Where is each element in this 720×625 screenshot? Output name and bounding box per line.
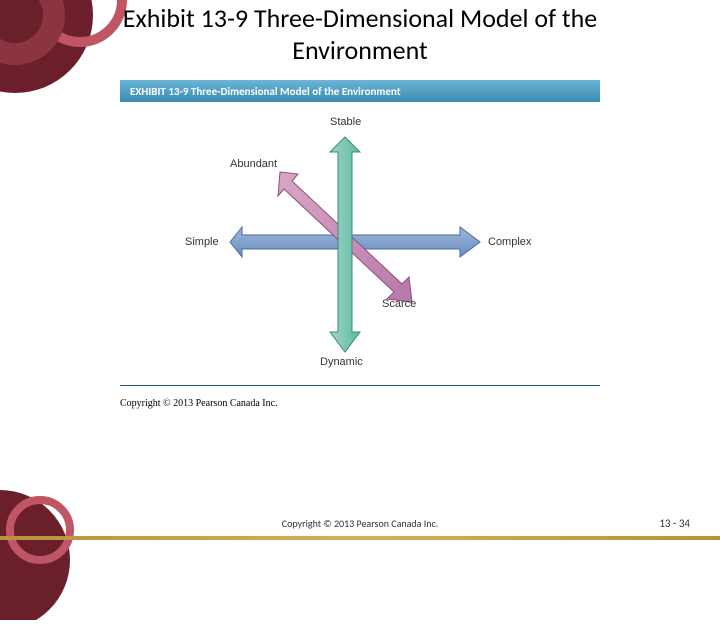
diagram-container: Stable Dynamic Simple Complex Abundant S… bbox=[120, 102, 600, 382]
label-simple: Simple bbox=[185, 236, 219, 248]
slide-footer: Copyright © 2013 Pearson Canada Inc. 13 … bbox=[0, 512, 720, 534]
three-axis-diagram: Stable Dynamic Simple Complex Abundant S… bbox=[120, 102, 600, 382]
label-complex: Complex bbox=[488, 236, 531, 248]
label-stable: Stable bbox=[330, 116, 361, 128]
label-dynamic: Dynamic bbox=[320, 356, 363, 368]
exhibit-header-bar: EXHIBIT 13-9 Three-Dimensional Model of … bbox=[120, 80, 600, 102]
exhibit-header-text: EXHIBIT 13-9 Three-Dimensional Model of … bbox=[130, 85, 401, 98]
label-scarce: Scarce bbox=[382, 298, 416, 310]
inner-copyright-text: Copyright © 2013 Pearson Canada Inc. bbox=[120, 398, 278, 409]
divider-line bbox=[120, 385, 600, 386]
slide-title: Exhibit 13-9 Three-Dimensional Model of … bbox=[0, 0, 720, 66]
gold-accent-line bbox=[0, 536, 720, 540]
title-line-1: Exhibit 13-9 Three-Dimensional Model of … bbox=[0, 2, 720, 34]
slide-number: 13 - 34 bbox=[659, 517, 690, 530]
label-abundant: Abundant bbox=[230, 158, 277, 170]
footer-copyright: Copyright © 2013 Pearson Canada Inc. bbox=[282, 517, 438, 530]
title-line-2: Environment bbox=[0, 34, 720, 66]
